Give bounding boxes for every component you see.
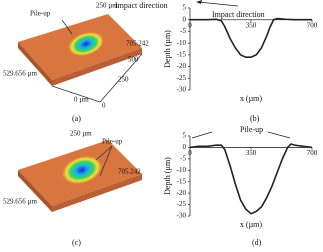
image-label: 705.242 [118,168,141,176]
y-tick-label: -25 [177,74,187,82]
profile-line [190,17,312,58]
y-tick-label: -5 [180,27,186,35]
image-label: 0 [102,102,106,110]
caption: (d) [252,238,262,247]
image-label: 500 [128,56,139,64]
surface-image [18,140,142,212]
y-axis-label: Depth (µm) [163,157,172,195]
y-tick-label: -30 [177,86,187,94]
x-tick-label: 350 [246,21,257,29]
y-tick-label: -30 [177,212,187,220]
image-label: Pile-up [102,138,123,146]
annotation: Impact direction [212,10,265,19]
y-tick-label: -5 [180,154,186,162]
y-tick-label: 0 [183,143,187,151]
arrow [267,131,291,139]
y-tick-label: -10 [177,166,187,174]
x-axis-label: x (µm) [240,220,262,229]
caption: (c) [72,238,81,247]
image-label: 0 µm [74,96,89,104]
x-tick-label: 700 [307,21,318,29]
arrow-head [196,0,202,4]
profile-line [189,143,313,215]
image-label: 250 µm [70,130,92,138]
image-label: 529.656 µm [3,70,38,78]
y-tick-label: 0 [183,15,187,23]
y-tick-label: -25 [177,200,187,208]
x-tick-label: 350 [246,149,257,157]
x-axis-label: x (µm) [240,94,262,103]
y-tick-label: -10 [177,39,187,47]
image-label: 705.242 [126,40,149,48]
y-tick-label: 5 [183,132,187,140]
surface-image [18,6,156,103]
x-tick-label: 700 [307,149,318,157]
arrow [197,1,239,7]
image-label: 250 µm [96,2,118,10]
y-tick-label: -15 [177,50,187,58]
caption: (a) [72,114,81,123]
y-tick-label: -20 [177,189,187,197]
x-tick-label: 0 [188,21,192,29]
image-label: Pile-up [30,10,51,18]
y-axis-label: Depth (µm) [163,30,172,68]
y-tick-label: 5 [183,4,187,12]
y-tick-label: -20 [177,62,187,70]
annotation: Pile-up [240,125,263,134]
image-label: 529.656 µm [3,198,38,206]
x-tick-label: 0 [188,149,192,157]
image-label: 250 [118,76,129,84]
image-label: Impact direction [115,1,168,10]
caption: (b) [250,114,260,123]
arrow [191,131,213,139]
y-tick-label: -15 [177,177,187,185]
